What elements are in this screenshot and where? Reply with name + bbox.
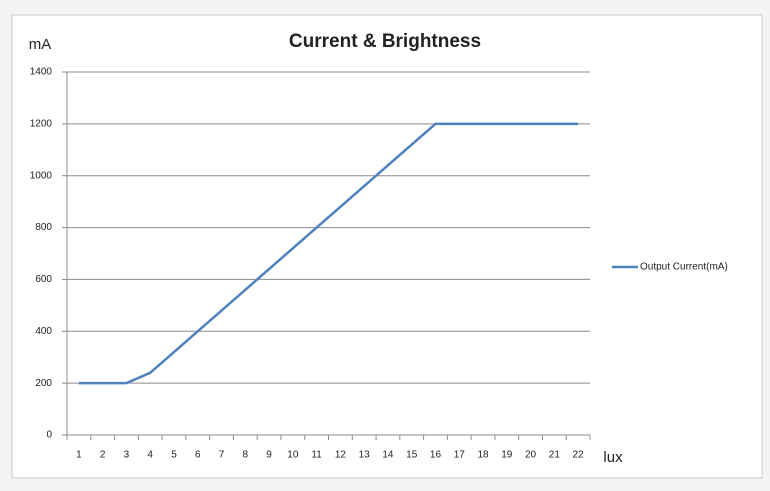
chart-frame [11, 14, 763, 479]
x-tick-label: 22 [573, 450, 585, 461]
y-tick-label: 400 [35, 326, 52, 337]
data-line [78, 122, 579, 385]
x-tick-label: 8 [243, 450, 249, 461]
y-tick-label: 0 [46, 430, 52, 441]
x-tick-label: 21 [549, 450, 561, 461]
x-tick-label: 19 [501, 450, 513, 461]
x-tick-label: 3 [124, 450, 130, 461]
x-axis-label: lux [603, 449, 623, 466]
x-tick-label: 16 [430, 450, 442, 461]
x-tick-label: 9 [266, 450, 272, 461]
x-tick-label: 5 [171, 450, 177, 461]
x-tick-label: 7 [219, 450, 225, 461]
y-tick-label: 200 [35, 378, 52, 389]
x-tick-label: 15 [406, 450, 418, 461]
y-tick-label: 1200 [30, 118, 53, 129]
y-tick-label: 800 [35, 222, 52, 233]
x-tick-label: 17 [454, 450, 466, 461]
x-tick-label: 14 [382, 450, 394, 461]
x-tick-label: 6 [195, 450, 201, 461]
legend-label: Output Current(mA) [640, 262, 728, 273]
x-tick-label: 1 [76, 450, 82, 461]
x-tick-label: 18 [477, 450, 489, 461]
y-tick-label: 1000 [30, 170, 53, 181]
y-tick-label: 1400 [30, 67, 53, 78]
x-tick-label: 2 [100, 450, 106, 461]
x-tick-label: 20 [525, 450, 537, 461]
x-tick-label: 13 [359, 450, 371, 461]
x-tick-label: 10 [287, 450, 299, 461]
chart-title: Current & Brightness [289, 31, 481, 52]
x-tick-label: 11 [311, 450, 322, 461]
y-axis-label: mA [29, 36, 52, 53]
y-tick-label: 600 [35, 274, 52, 285]
x-tick-label: 12 [335, 450, 347, 461]
x-tick-label: 4 [147, 450, 153, 461]
